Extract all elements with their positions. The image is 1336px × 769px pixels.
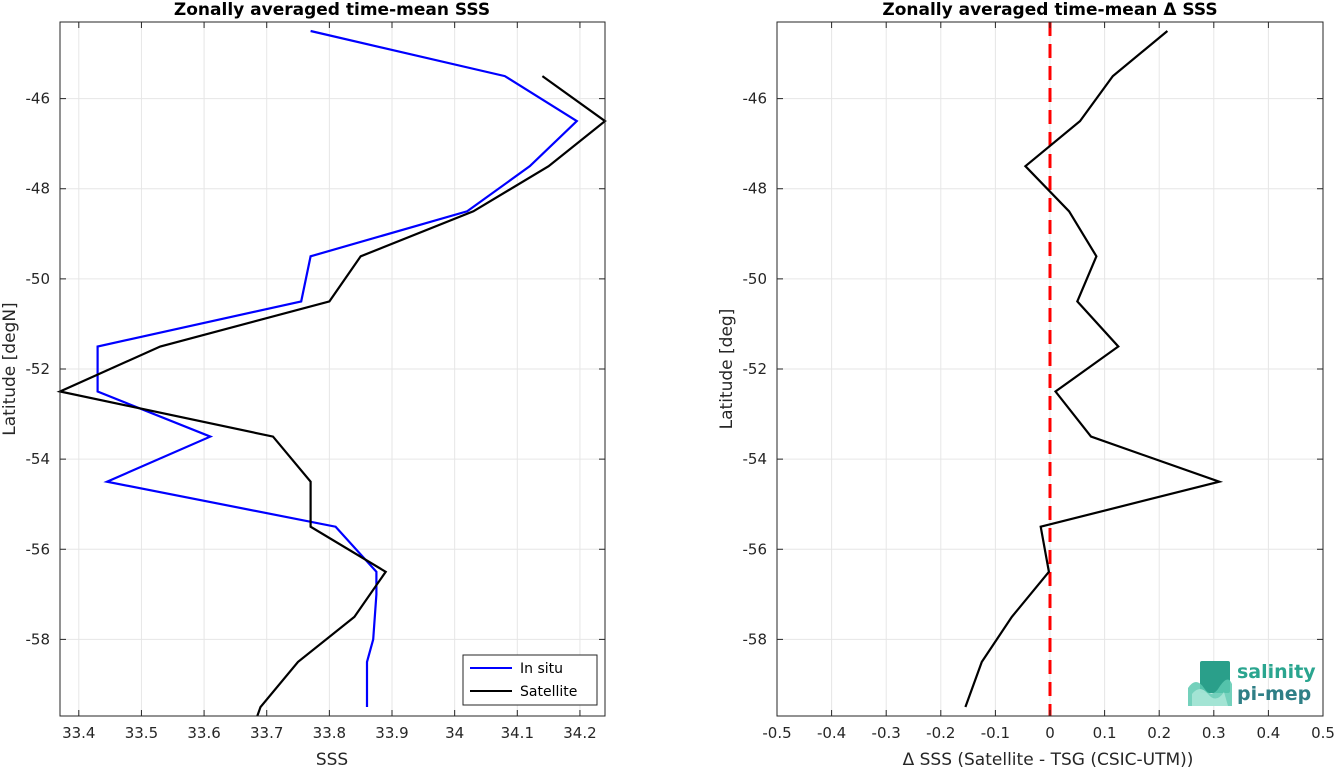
y-tick-label: -50 xyxy=(743,270,768,288)
logo-text-salinity: salinity xyxy=(1237,661,1316,683)
legend: In situ Satellite xyxy=(462,654,598,706)
delta-sss-grid xyxy=(776,22,1324,716)
satellite-line xyxy=(56,75,607,717)
x-tick-label: -0.2 xyxy=(926,724,955,742)
y-tick-label: -58 xyxy=(743,630,768,648)
y-tick-label: -54 xyxy=(26,450,51,468)
sss-grid xyxy=(60,22,605,716)
legend-box xyxy=(462,654,598,706)
y-tick-label: -52 xyxy=(743,360,768,378)
y-tick-label: -50 xyxy=(26,270,51,288)
legend-satellite-label: Satellite xyxy=(520,684,577,700)
delta-sss-y-axis-label: Latitude [deg] xyxy=(717,309,737,430)
x-tick-label: -0.3 xyxy=(872,724,901,742)
sss-panel: Zonally averaged time-mean SSS 33.4 33.5 3… xyxy=(0,0,607,769)
delta-sss-panel: Zonally averaged time-mean Δ SSS -0.5 -0.… xyxy=(717,0,1335,769)
y-tick-label: -56 xyxy=(743,540,768,558)
y-tick-label: -52 xyxy=(26,360,51,378)
x-tick-label: 33.7 xyxy=(250,724,283,742)
series-0-line xyxy=(964,30,1224,708)
sss-x-axis-label: SSS xyxy=(316,750,348,769)
sss-ticks: 33.4 33.5 33.6 33.7 33.8 33.9 34 34.1 34.2 -58 -56… xyxy=(26,22,605,742)
delta-sss-chart-title: Zonally averaged time-mean Δ SSS xyxy=(882,0,1217,20)
y-tick-label: -58 xyxy=(26,630,51,648)
y-tick-label: -48 xyxy=(26,180,51,198)
x-tick-label: 33.8 xyxy=(313,724,346,742)
y-tick-label: -54 xyxy=(743,450,768,468)
y-tick-label: -56 xyxy=(26,540,51,558)
x-tick-label: 33.5 xyxy=(125,724,158,742)
y-tick-label: -46 xyxy=(743,90,768,108)
x-tick-label: 34.1 xyxy=(501,724,534,742)
y-tick-label: -48 xyxy=(743,180,768,198)
x-tick-label: 0.1 xyxy=(1093,724,1117,742)
logo-text-pi-mep: pi-mep xyxy=(1237,683,1311,705)
y-tick-label: -46 xyxy=(26,90,51,108)
x-tick-label: 0.4 xyxy=(1256,724,1280,742)
delta-sss-series-group xyxy=(964,30,1224,708)
sss-y-axis-label: Latitude [degN] xyxy=(0,302,20,435)
x-tick-label: 0.5 xyxy=(1311,724,1335,742)
salinity-pi-mep-logo: salinity pi-mep xyxy=(1188,661,1316,706)
x-tick-label: -0.4 xyxy=(817,724,846,742)
x-tick-label: 33.9 xyxy=(375,724,408,742)
x-tick-label: 33.4 xyxy=(62,724,95,742)
x-tick-label: 34 xyxy=(445,724,464,742)
x-tick-label: 34.2 xyxy=(563,724,596,742)
sss-series-group xyxy=(56,29,607,717)
x-tick-label: 0.2 xyxy=(1147,724,1171,742)
x-tick-label: 0 xyxy=(1045,724,1055,742)
x-tick-label: -0.5 xyxy=(762,724,791,742)
delta-sss-ticks: -0.5 -0.4 -0.3 -0.2 -0.1 0 0.1 0.2 0.3 0.4 0.5 -58 -… xyxy=(743,22,1335,742)
legend-in-situ-label: In situ xyxy=(520,661,563,677)
x-tick-label: 0.3 xyxy=(1202,724,1226,742)
logo-wave-icon xyxy=(1188,661,1232,706)
sss-chart-title: Zonally averaged time-mean SSS xyxy=(174,0,490,20)
in-situ-line xyxy=(96,29,579,707)
x-tick-label: -0.1 xyxy=(981,724,1010,742)
delta-sss-x-axis-label: Δ SSS (Satellite - TSG (CSIC-UTM)) xyxy=(903,750,1194,769)
x-tick-label: 33.6 xyxy=(187,724,220,742)
